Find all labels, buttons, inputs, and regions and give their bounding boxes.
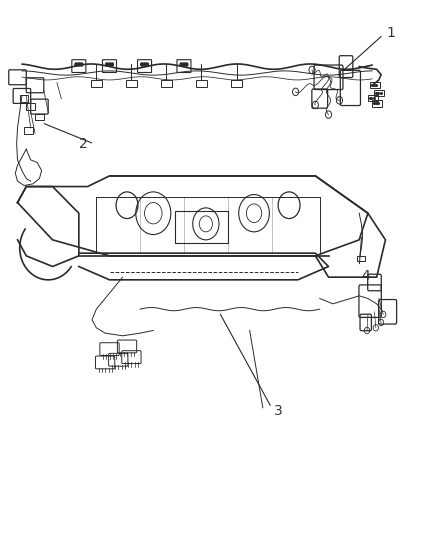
Polygon shape (18, 187, 79, 266)
Text: 4: 4 (362, 269, 371, 283)
Circle shape (106, 63, 108, 66)
Bar (24, 127, 33, 134)
Bar (372, 100, 382, 107)
Circle shape (183, 63, 185, 66)
Bar (20, 95, 28, 102)
Bar (357, 256, 365, 261)
Circle shape (180, 63, 183, 66)
Bar (368, 95, 378, 101)
Circle shape (80, 63, 83, 66)
Bar (175, 211, 228, 243)
FancyBboxPatch shape (138, 60, 152, 72)
Circle shape (141, 63, 143, 66)
Bar (91, 80, 102, 87)
Bar (374, 90, 384, 96)
Text: 2: 2 (79, 137, 88, 151)
Circle shape (146, 63, 148, 66)
Text: 3: 3 (274, 405, 283, 418)
Text: 1: 1 (386, 26, 395, 40)
Bar (196, 80, 207, 87)
Bar (126, 80, 137, 87)
FancyBboxPatch shape (72, 60, 86, 72)
FancyBboxPatch shape (102, 60, 117, 72)
Bar (231, 80, 242, 87)
FancyBboxPatch shape (177, 60, 191, 72)
Circle shape (78, 63, 80, 66)
Circle shape (108, 63, 111, 66)
Bar (26, 103, 35, 110)
Circle shape (143, 63, 146, 66)
Circle shape (185, 63, 188, 66)
Circle shape (111, 63, 113, 66)
Bar (370, 82, 380, 88)
Bar (161, 80, 172, 87)
Circle shape (75, 63, 78, 66)
Bar (35, 114, 44, 120)
